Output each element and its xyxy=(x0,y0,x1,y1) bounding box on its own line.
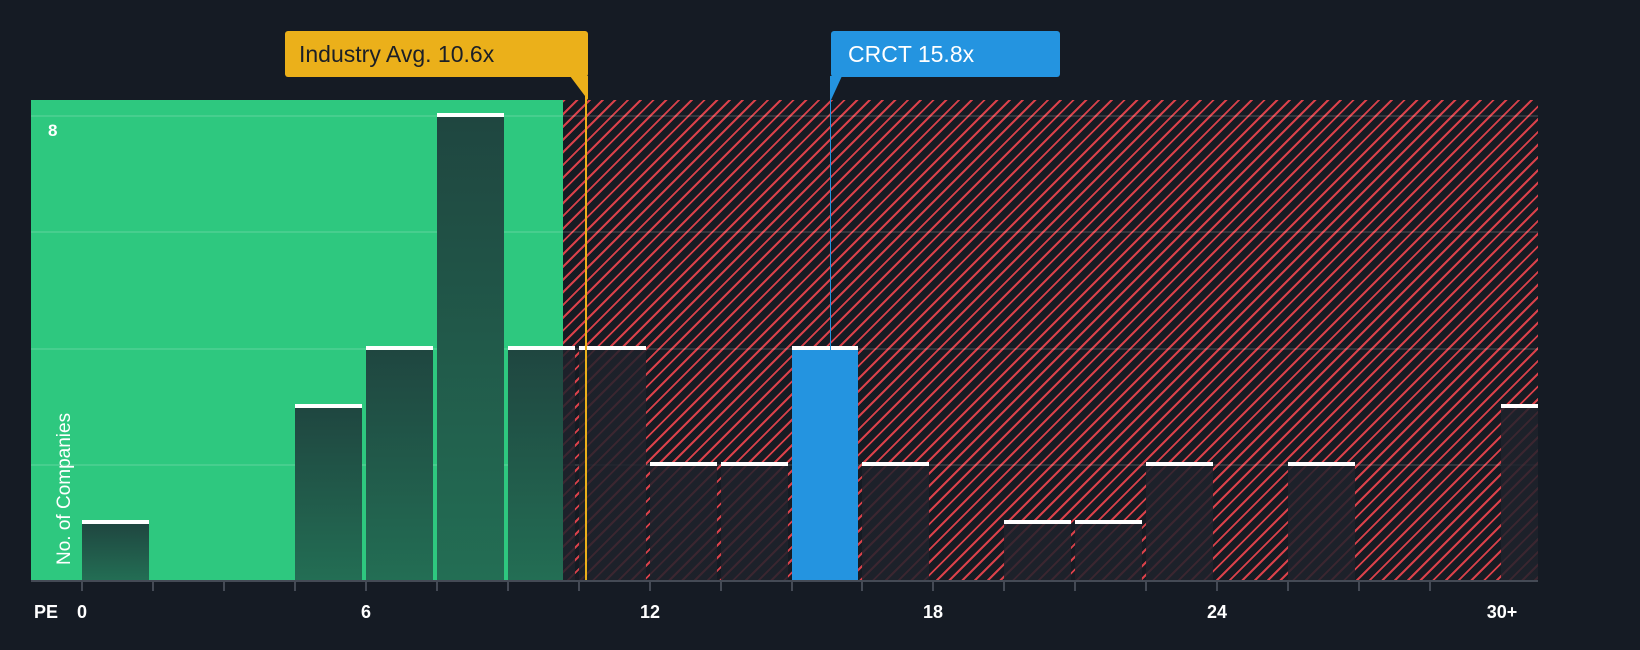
histogram-bar xyxy=(437,113,504,581)
x-tick xyxy=(507,582,509,591)
x-tick xyxy=(578,582,580,591)
histogram-bar xyxy=(721,462,788,581)
gridline-4 xyxy=(31,348,1538,350)
x-tick xyxy=(791,582,793,591)
x-tick xyxy=(1287,582,1289,591)
x-tick xyxy=(223,582,225,591)
x-tick xyxy=(1145,582,1147,591)
x-tick xyxy=(436,582,438,591)
histogram-bar xyxy=(1288,462,1355,581)
x-tick-label-6: 6 xyxy=(360,602,372,622)
industry-callout-pointer xyxy=(570,76,588,100)
chart-plot-area xyxy=(31,100,1538,581)
histogram-bar xyxy=(295,404,362,581)
gridline-6 xyxy=(31,231,1538,233)
histogram-bar xyxy=(366,346,433,581)
industry-average-line xyxy=(585,77,587,581)
industry-average-callout: Industry Avg. 10.6x xyxy=(285,31,588,77)
company-callout-pointer xyxy=(830,76,842,100)
x-tick xyxy=(932,582,934,591)
histogram-bar xyxy=(650,462,717,581)
y-tick-label-8: 8 xyxy=(48,121,58,140)
histogram-bar xyxy=(82,520,149,581)
x-tick xyxy=(1003,582,1005,591)
x-tick xyxy=(365,582,367,591)
x-tick xyxy=(152,582,154,591)
x-tick xyxy=(1074,582,1076,591)
x-tick xyxy=(81,582,83,591)
x-tick-label-24: 24 xyxy=(1206,602,1228,622)
histogram-bar xyxy=(579,346,646,581)
histogram-bar xyxy=(563,346,575,581)
company-pe-line xyxy=(830,77,831,581)
histogram-bar-crct xyxy=(792,346,858,581)
histogram-bar xyxy=(1075,520,1142,581)
gridline-8 xyxy=(31,115,1538,117)
x-axis-line xyxy=(31,580,1538,582)
x-tick xyxy=(1429,582,1431,591)
histogram-bar xyxy=(862,462,929,581)
y-axis-title: No. of Companies xyxy=(54,412,75,565)
histogram-bar xyxy=(508,346,563,581)
x-axis-prefix-pe: PE xyxy=(34,602,59,622)
x-tick xyxy=(861,582,863,591)
x-tick xyxy=(649,582,651,591)
overvalued-zone xyxy=(563,100,1538,581)
x-tick xyxy=(720,582,722,591)
histogram-bar xyxy=(1004,520,1071,581)
x-tick-label-0: 0 xyxy=(76,602,88,622)
x-tick xyxy=(1216,582,1218,591)
histogram-bar xyxy=(1146,462,1213,581)
company-pe-callout: CRCT 15.8x xyxy=(831,31,1060,77)
histogram-bar xyxy=(1501,404,1538,581)
x-tick xyxy=(294,582,296,591)
x-tick-label-12: 12 xyxy=(639,602,661,622)
x-tick-label-18: 18 xyxy=(922,602,944,622)
x-tick-label-30plus: 30+ xyxy=(1486,602,1518,622)
x-tick xyxy=(1358,582,1360,591)
